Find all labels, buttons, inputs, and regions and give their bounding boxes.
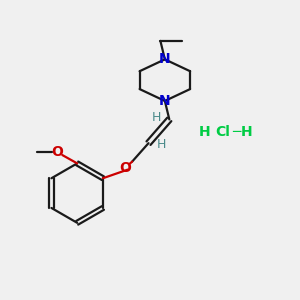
Text: ─: ─ — [232, 125, 241, 139]
Text: N: N — [159, 94, 171, 108]
Text: O: O — [51, 145, 63, 159]
Text: Cl: Cl — [215, 125, 230, 139]
Text: N: N — [159, 52, 171, 66]
Text: O: O — [119, 161, 131, 175]
Text: H: H — [199, 125, 211, 139]
Text: H: H — [156, 138, 166, 151]
Text: H: H — [241, 125, 252, 139]
Text: H: H — [152, 111, 161, 124]
